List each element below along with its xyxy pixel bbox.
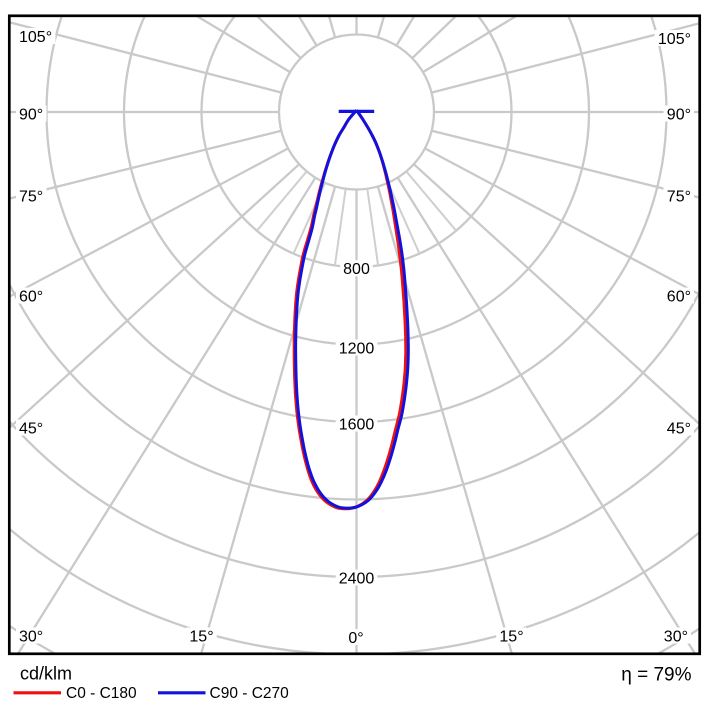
svg-text:C90 - C270: C90 - C270 bbox=[210, 685, 290, 702]
svg-text:30°: 30° bbox=[664, 628, 688, 645]
svg-text:105°: 105° bbox=[19, 29, 52, 46]
svg-text:90°: 90° bbox=[667, 106, 691, 123]
svg-text:cd/klm: cd/klm bbox=[20, 664, 72, 684]
svg-text:75°: 75° bbox=[667, 188, 691, 205]
svg-text:2400: 2400 bbox=[339, 570, 375, 587]
svg-text:C0 - C180: C0 - C180 bbox=[66, 685, 137, 702]
svg-text:60°: 60° bbox=[667, 288, 691, 305]
svg-text:75°: 75° bbox=[19, 188, 43, 205]
svg-text:15°: 15° bbox=[189, 628, 213, 645]
svg-text:1200: 1200 bbox=[339, 340, 375, 357]
svg-text:45°: 45° bbox=[19, 420, 43, 437]
svg-text:45°: 45° bbox=[667, 420, 691, 437]
svg-text:0°: 0° bbox=[348, 630, 363, 647]
svg-text:60°: 60° bbox=[19, 288, 43, 305]
svg-text:30°: 30° bbox=[19, 628, 43, 645]
svg-text:90°: 90° bbox=[19, 106, 43, 123]
svg-text:η = 79%: η = 79% bbox=[621, 665, 691, 686]
svg-text:105°: 105° bbox=[658, 31, 691, 48]
svg-text:800: 800 bbox=[343, 261, 370, 278]
svg-text:1600: 1600 bbox=[339, 416, 375, 433]
svg-text:15°: 15° bbox=[499, 628, 523, 645]
